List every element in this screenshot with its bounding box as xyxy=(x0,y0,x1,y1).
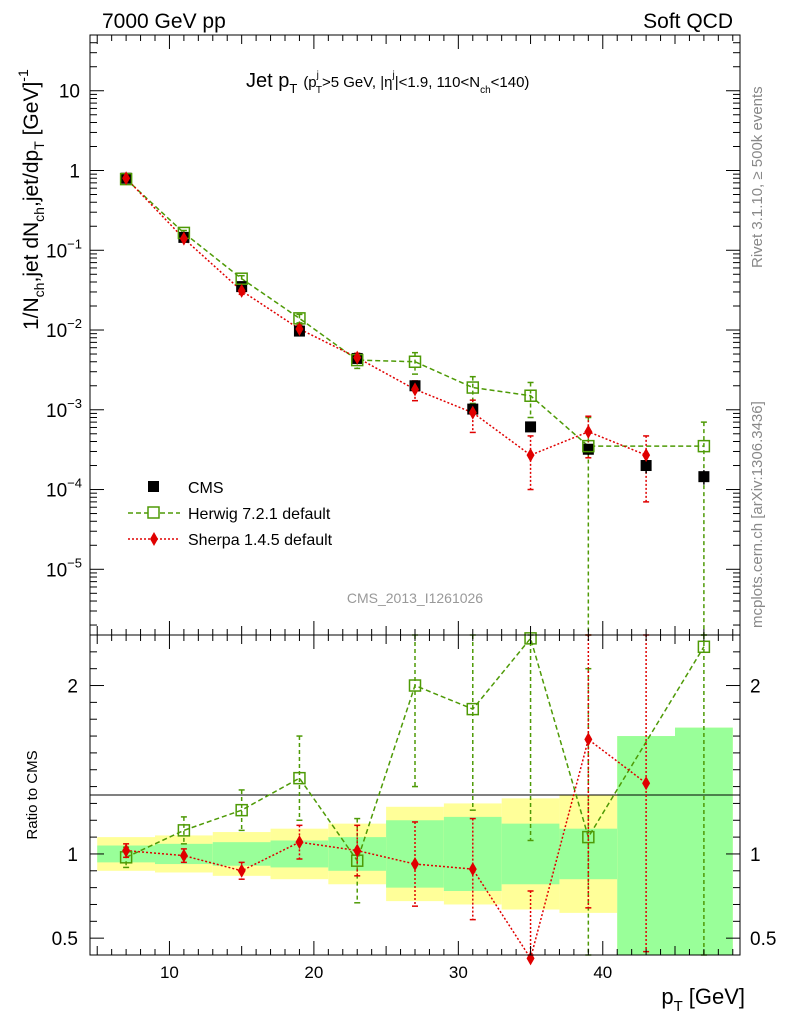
legend-label-herwig: Herwig 7.2.1 default xyxy=(188,506,331,523)
sherpa-ratio-point xyxy=(295,835,304,850)
herwig-ratio-point xyxy=(408,679,422,692)
cms-point xyxy=(640,460,652,472)
main-panel-axes: 10 1 10−1 10−2 10−3 10−4 10−5 xyxy=(46,34,740,955)
ratio-band-stat xyxy=(212,842,271,866)
herwig-ratio-point xyxy=(235,803,248,817)
y-tick-label: 10 xyxy=(59,82,80,103)
ratio-y-tick-label: 2 xyxy=(750,677,761,698)
analysis-id-label: CMS_2013_I1261026 xyxy=(347,590,483,606)
cms-point xyxy=(582,443,594,455)
y-tick-label: 10−2 xyxy=(46,316,82,342)
main-panel-data xyxy=(119,171,711,636)
sherpa-point xyxy=(237,283,246,298)
sherpa-point xyxy=(642,448,651,463)
herwig-point xyxy=(408,355,422,369)
herwig-ratio-point xyxy=(293,771,306,785)
herwig-ratio-point xyxy=(697,640,711,654)
herwig-point xyxy=(466,381,480,394)
y-tick-label: 10−5 xyxy=(46,555,82,581)
legend-label-cms: CMS xyxy=(188,480,224,497)
sherpa-ratio-point xyxy=(642,776,651,791)
y-tick-label: 10−1 xyxy=(46,236,82,262)
sherpa-ratio-point xyxy=(237,863,246,878)
sherpa-ratio-point xyxy=(411,857,419,872)
sherpa-point xyxy=(584,424,593,439)
y-tick-label: 1 xyxy=(69,162,80,183)
x-tick-label: 30 xyxy=(449,963,468,982)
x-tick-label: 40 xyxy=(593,963,612,982)
chart-title: Jet pT (pj T>5 GeV, |ηj|<1.9, 110<Nch<140) xyxy=(246,70,529,96)
ratio-panel-axes: 10 20 30 40 0.5 0.5 1 1 2 2 xyxy=(52,35,776,982)
sherpa-point xyxy=(122,171,131,186)
herwig-point xyxy=(524,389,537,402)
herwig-ratio-point xyxy=(466,702,480,716)
x-tick-label: 10 xyxy=(160,963,179,982)
sherpa-point xyxy=(526,448,535,463)
legend-marker-cms xyxy=(148,481,159,492)
x-axis-label: pT [GeV] xyxy=(661,984,745,1015)
ratio-panel-data xyxy=(119,632,711,966)
mcplots-label: mcplots.cern.ch [arXiv:1306.3436] xyxy=(749,401,766,628)
herwig-ratio-point xyxy=(582,830,595,844)
y-tick-label: 10−4 xyxy=(46,476,82,502)
sherpa-point xyxy=(411,382,419,397)
sherpa-ratio-point xyxy=(468,862,477,877)
y-tick-label: 10−3 xyxy=(46,396,82,422)
cms-point xyxy=(698,471,710,483)
sherpa-ratio-point xyxy=(179,848,188,863)
sherpa-ratio-point xyxy=(122,843,131,858)
ratio-y-tick-label: 2 xyxy=(67,677,78,698)
x-tick-label: 20 xyxy=(304,963,323,982)
cms-point xyxy=(525,421,537,433)
sherpa-point xyxy=(468,405,477,420)
sherpa-point xyxy=(295,321,304,336)
rivet-version-label: Rivet 3.1.10, ≥ 500k events xyxy=(749,86,766,268)
ratio-y-axis-label: Ratio to CMS xyxy=(24,750,41,839)
ratio-y-tick-label: 0.5 xyxy=(52,929,78,950)
herwig-point xyxy=(697,439,711,453)
y-axis-label: 1/Nch,jet dNch,jet/dpT [GeV]-1 xyxy=(15,69,47,330)
herwig-ratio-point xyxy=(177,824,191,837)
sherpa-point xyxy=(353,350,362,365)
ratio-y-tick-label: 1 xyxy=(750,845,761,866)
ratio-y-tick-label: 0.5 xyxy=(750,929,776,950)
process-label: Soft QCD xyxy=(643,10,733,33)
herwig-point xyxy=(582,439,595,453)
legend-label-sherpa: Sherpa 1.4.5 default xyxy=(188,532,333,549)
energy-label: 7000 GeV pp xyxy=(102,10,226,33)
sherpa-ratio-point xyxy=(584,732,593,747)
legend-marker-sherpa xyxy=(150,532,158,546)
herwig-line xyxy=(125,178,704,447)
sherpa-ratio-point xyxy=(353,843,362,858)
sherpa-ratio-line xyxy=(126,738,647,961)
ratio-y-tick-label: 1 xyxy=(67,845,78,866)
legend: CMS Herwig 7.2.1 default Sherpa 1.4.5 de… xyxy=(128,480,333,549)
sherpa-line xyxy=(125,177,647,456)
legend-marker-herwig xyxy=(147,506,160,519)
sherpa-point xyxy=(179,231,188,246)
